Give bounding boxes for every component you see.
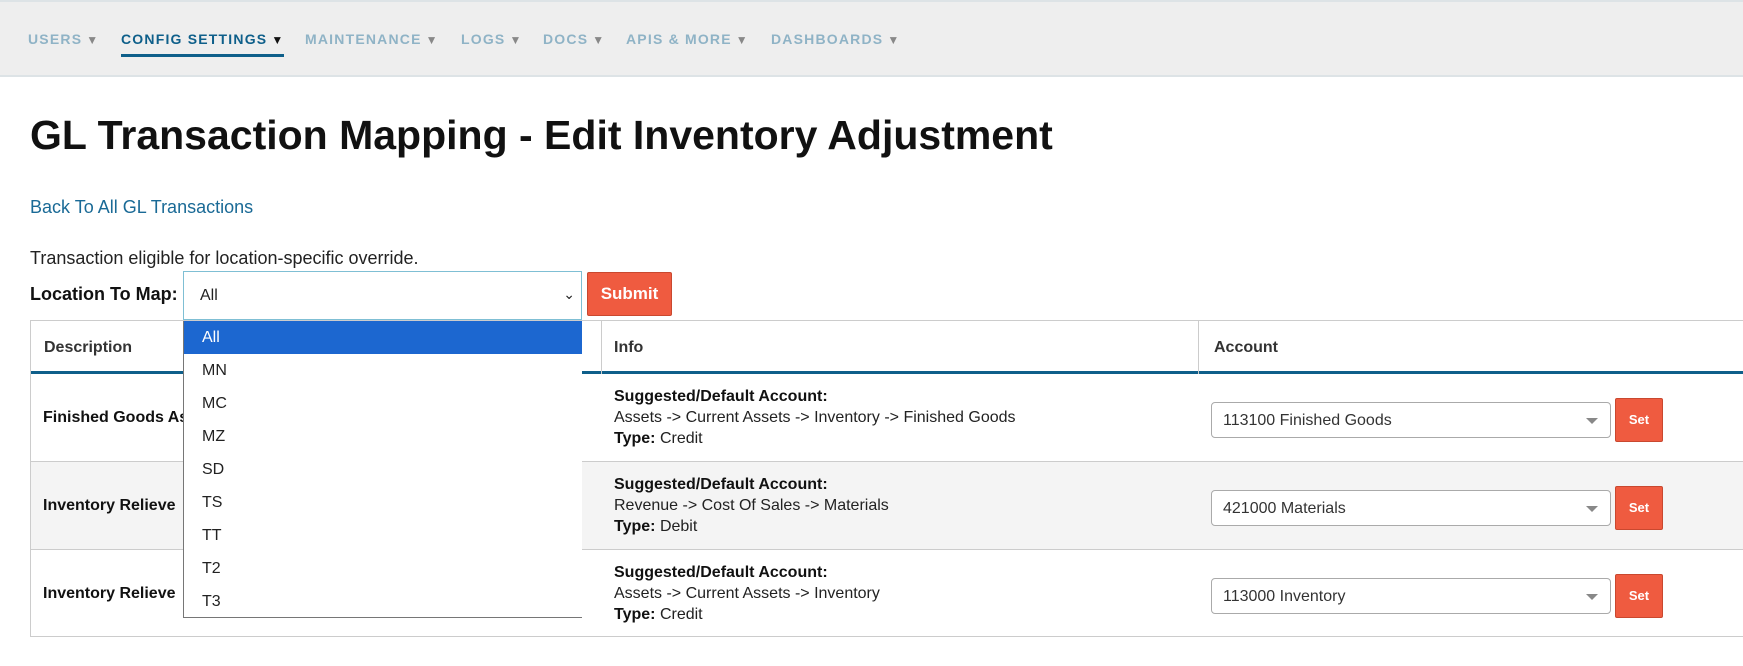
set-button[interactable]: Set [1615,574,1663,618]
nav-logs[interactable]: LOGS ▼ [461,31,523,47]
location-option[interactable]: T3 [202,593,221,610]
nav-label: USERS [28,31,83,47]
nav-docs[interactable]: DOCS ▼ [543,31,605,47]
caret-down-icon [1586,594,1598,600]
submit-button[interactable]: Submit [587,272,672,316]
set-button[interactable]: Set [1615,486,1663,530]
account-value: 421000 Materials [1223,500,1346,517]
set-button[interactable]: Set [1615,398,1663,442]
table-header: Description Info Account [31,321,1743,374]
back-link[interactable]: Back To All GL Transactions [30,197,254,217]
type-label: Type: [614,518,656,535]
nav-label: APIS & MORE [626,31,732,47]
row-info: Suggested/Default Account: Assets -> Curr… [614,386,1016,449]
caret-down-icon: ▼ [592,33,606,47]
eligibility-text: Transaction eligible for location-specif… [30,248,419,268]
location-option[interactable]: MC [202,395,227,412]
nav-dashboards[interactable]: DASHBOARDS ▼ [771,31,900,47]
nav-label: MAINTENANCE [305,31,422,47]
header-description: Description [44,339,133,356]
account-value: 113100 Finished Goods [1223,412,1392,429]
column-divider [601,321,602,374]
chevron-down-icon: ⌄ [563,286,575,302]
suggested-label: Suggested/Default Account: [614,388,828,405]
header-info: Info [614,339,644,356]
location-dropdown-list: All MN MC MZ SD TS TT T2 T3 [183,321,582,618]
table-row: Inventory Relieve Suggested/Default Acco… [31,550,1743,638]
account-select[interactable]: 113000 Inventory [1211,578,1611,614]
account-select[interactable]: 113100 Finished Goods [1211,402,1611,438]
location-label: Location To Map: [30,284,178,304]
nav-label: LOGS [461,31,506,47]
location-option[interactable]: SD [202,461,225,478]
location-option[interactable]: All [184,321,582,354]
caret-down-icon: ▼ [425,33,439,47]
suggested-label: Suggested/Default Account: [614,476,828,493]
account-path: Revenue -> Cost Of Sales -> Materials [614,497,889,514]
location-option[interactable]: T2 [202,560,221,577]
row-description: Inventory Relieve [43,585,176,602]
nav-maintenance[interactable]: MAINTENANCE ▼ [305,31,439,47]
caret-down-icon [1586,506,1598,512]
nav-label: DASHBOARDS [771,31,884,47]
type-label: Type: [614,430,656,447]
type-label: Type: [614,606,656,623]
column-divider [1198,321,1199,374]
row-info: Suggested/Default Account: Assets -> Curr… [614,562,880,625]
location-select[interactable]: All ⌄ [183,271,582,320]
header-account: Account [1214,339,1278,356]
caret-down-icon [1586,418,1598,424]
account-path: Assets -> Current Assets -> Inventory [614,585,880,602]
caret-down-icon: ▼ [887,33,901,47]
location-value: All [200,287,218,304]
nav-apis-more[interactable]: APIS & MORE ▼ [626,31,749,47]
caret-down-icon: ▼ [86,33,100,47]
caret-down-icon: ▼ [509,33,523,47]
account-path: Assets -> Current Assets -> Inventory ->… [614,409,1016,426]
caret-down-icon: ▼ [271,33,285,47]
location-option[interactable]: TT [202,527,222,544]
account-select[interactable]: 421000 Materials [1211,490,1611,526]
row-description: Finished Goods Asset [43,409,212,426]
nav-users[interactable]: USERS ▼ [28,31,99,47]
nav-config-settings[interactable]: CONFIG SETTINGS ▼ [121,31,285,57]
top-nav: USERS ▼ CONFIG SETTINGS ▼ MAINTENANCE ▼ LOG… [0,0,1743,77]
page-title: GL Transaction Mapping - Edit Inventory … [30,112,1053,158]
suggested-label: Suggested/Default Account: [614,564,828,581]
caret-down-icon: ▼ [735,33,749,47]
type-value: Debit [659,518,698,535]
location-option[interactable]: MZ [202,428,226,445]
table-row: Finished Goods Asset Suggested/Default A… [31,374,1743,462]
row-info: Suggested/Default Account: Revenue -> Cos… [614,474,889,537]
nav-label: CONFIG SETTINGS [121,31,268,47]
location-option[interactable]: MN [202,362,227,379]
nav-label: DOCS [543,31,589,47]
type-value: Credit [659,606,703,623]
type-value: Credit [659,430,703,447]
row-description: Inventory Relieve [43,497,176,514]
location-option[interactable]: TS [202,494,223,511]
account-value: 113000 Inventory [1223,588,1346,605]
